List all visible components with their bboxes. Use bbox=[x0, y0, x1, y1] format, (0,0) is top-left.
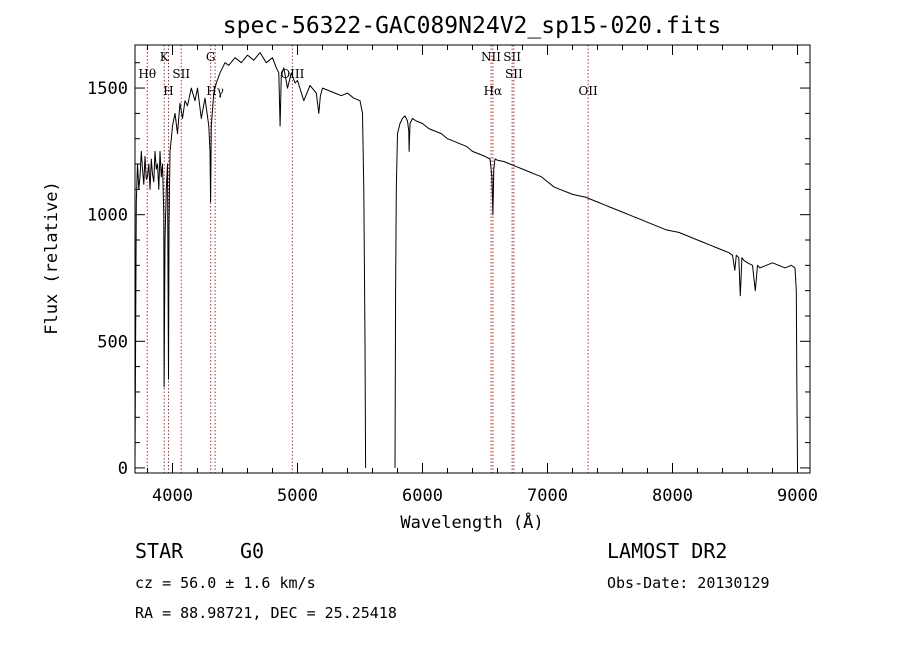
y-tick-label: 1000 bbox=[87, 206, 128, 226]
y-tick-label: 0 bbox=[118, 459, 128, 479]
spectrum-series bbox=[134, 52, 798, 468]
emission-line-label: SII bbox=[172, 67, 190, 81]
emission-line-label: K bbox=[160, 50, 170, 64]
x-tick-label: 5000 bbox=[277, 486, 318, 506]
emission-line-label: OII bbox=[578, 84, 598, 98]
survey-name: LAMOST DR2 bbox=[607, 539, 728, 563]
x-axis-label: Wavelength (Å) bbox=[400, 511, 543, 533]
spectrum-line bbox=[134, 52, 367, 468]
object-subclass: G0 bbox=[240, 539, 265, 563]
y-axis-label: Flux (relative) bbox=[42, 181, 62, 335]
y-tick-label: 1500 bbox=[87, 79, 128, 99]
emission-line-label: Hα bbox=[484, 84, 503, 98]
x-tick-label: 6000 bbox=[402, 486, 443, 506]
spectrum-line bbox=[394, 115, 798, 468]
x-tick-label: 4000 bbox=[152, 486, 193, 506]
observation-date: Obs-Date: 20130129 bbox=[607, 574, 770, 592]
chart-title: spec-56322-GAC089N24V2_sp15-020.fits bbox=[223, 13, 722, 39]
emission-line-label: SII bbox=[505, 67, 523, 81]
axis-ticks: 4000 5000 6000 7000 8000 9000 0 500 1000 1500 bbox=[87, 45, 818, 506]
x-tick-label: 8000 bbox=[652, 486, 693, 506]
x-tick-label: 7000 bbox=[527, 486, 568, 506]
emission-line-markers bbox=[146, 45, 589, 473]
plot-frame bbox=[134, 44, 811, 474]
emission-line-label: H bbox=[163, 84, 173, 98]
emission-line-label: NII bbox=[481, 50, 501, 64]
object-class: STAR bbox=[135, 539, 184, 563]
velocity-readout: cz = 56.0 ± 1.6 km/s bbox=[135, 574, 316, 592]
sky-coordinates: RA = 88.98721, DEC = 25.25418 bbox=[135, 604, 397, 622]
emission-line-label: Hθ bbox=[138, 67, 156, 81]
emission-line-label: OIII bbox=[280, 67, 304, 81]
x-tick-label: 9000 bbox=[777, 486, 818, 506]
y-tick-label: 500 bbox=[97, 332, 128, 352]
emission-line-label: G bbox=[206, 50, 216, 64]
emission-line-label: Hγ bbox=[206, 84, 224, 98]
emission-line-label: SII bbox=[503, 50, 521, 64]
